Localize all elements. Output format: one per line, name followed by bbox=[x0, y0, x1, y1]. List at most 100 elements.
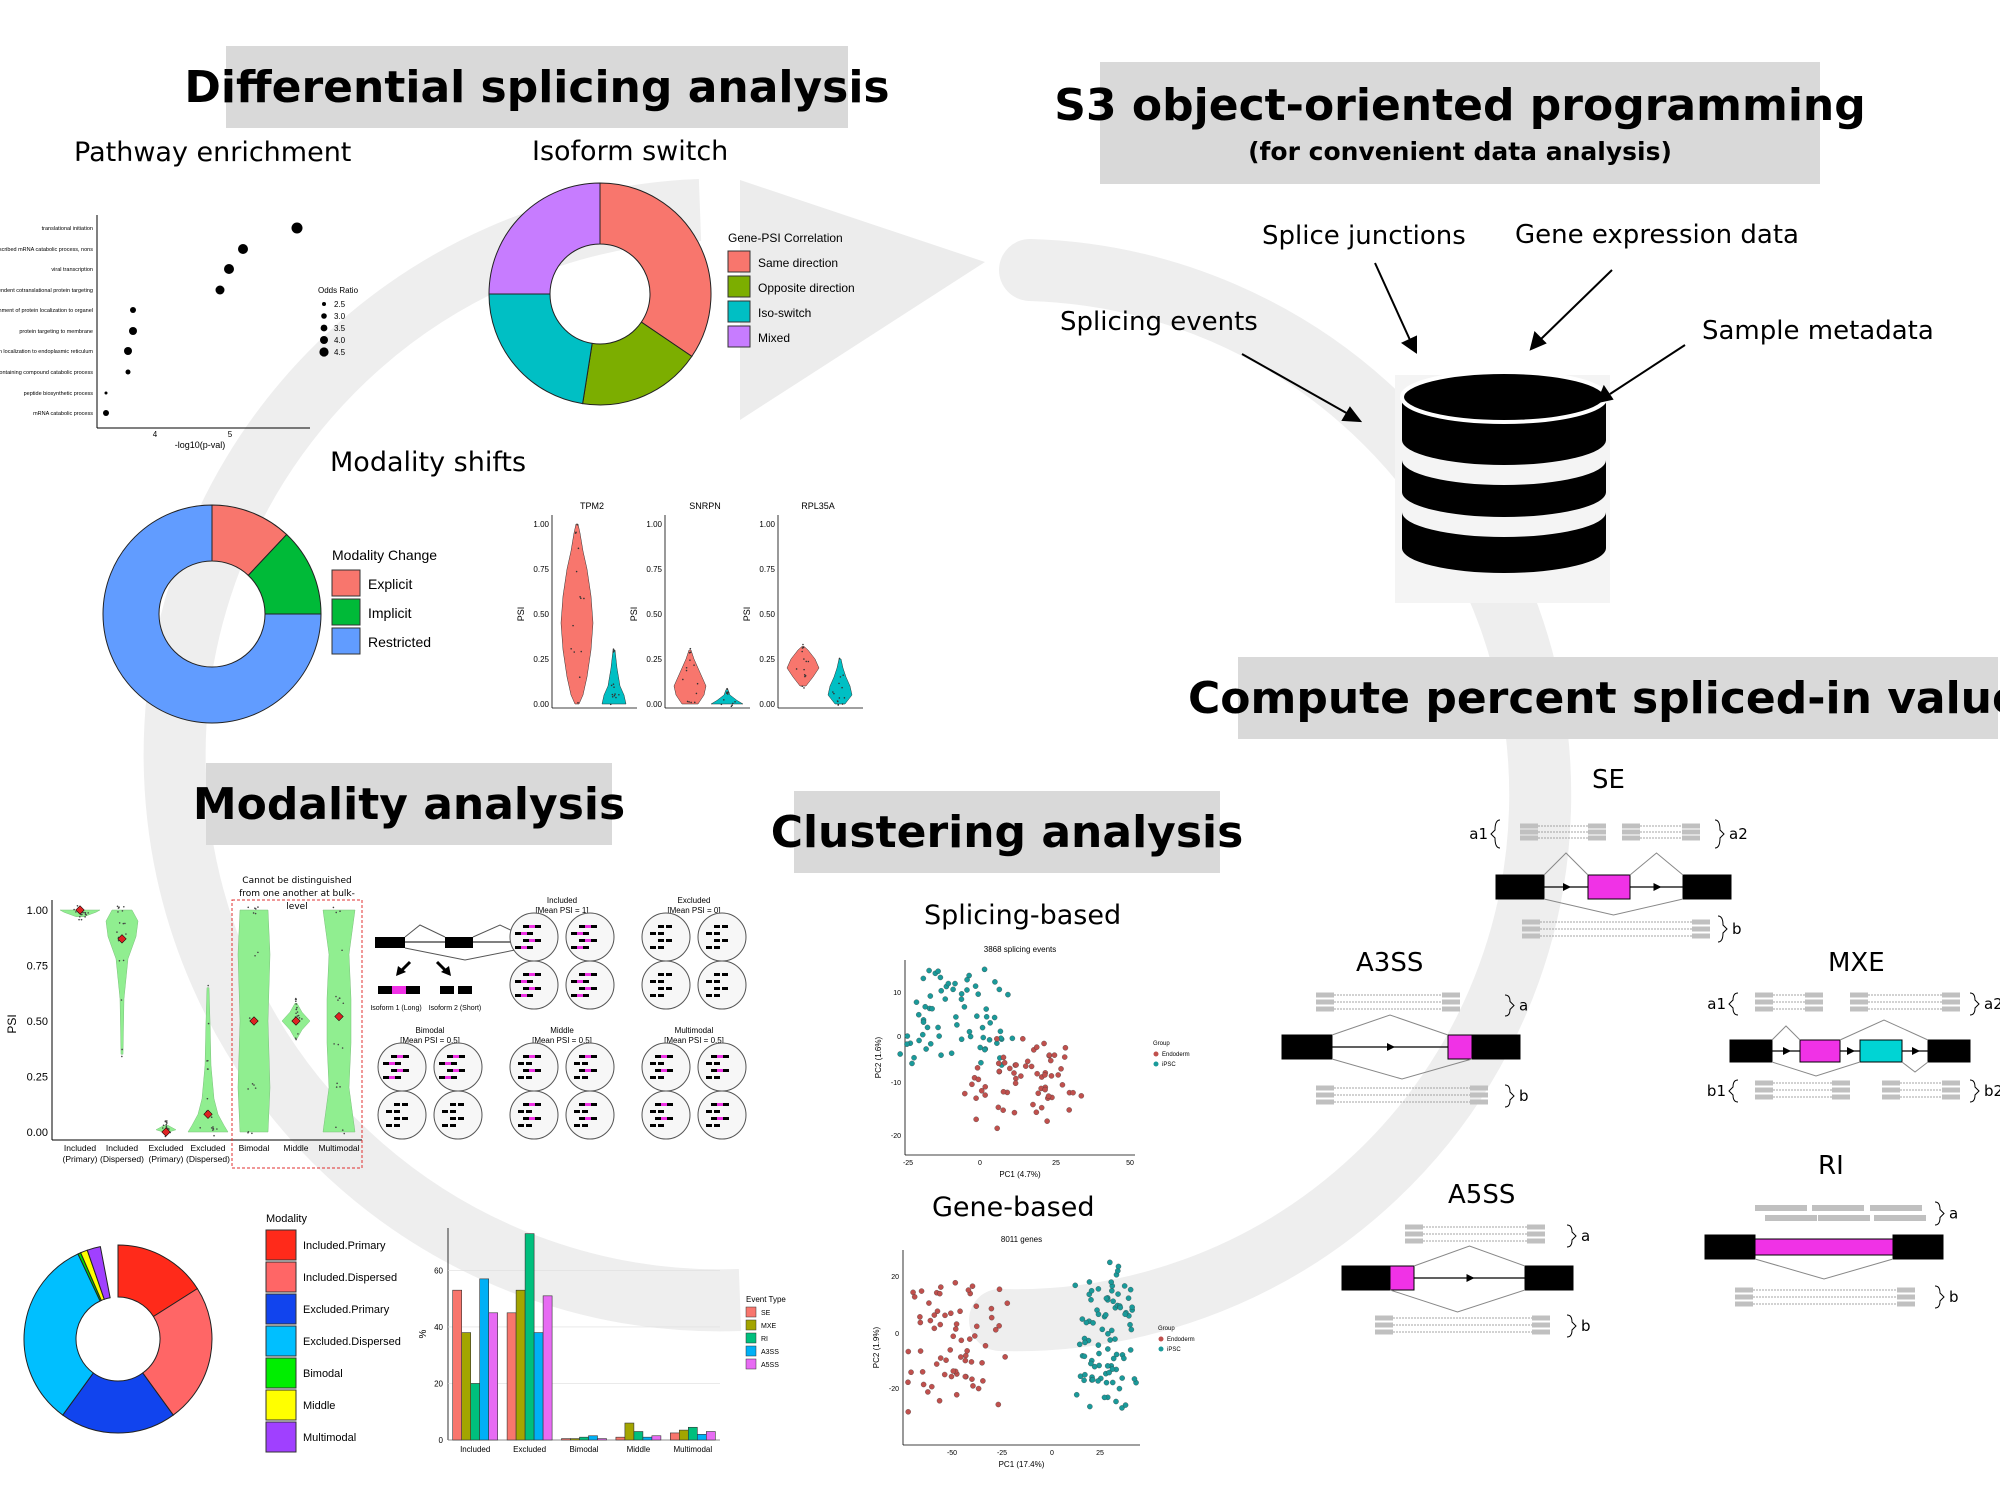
isoform-short-mark bbox=[650, 1124, 656, 1127]
pca-legend-dot bbox=[1158, 1336, 1164, 1342]
pca-point bbox=[897, 1051, 903, 1057]
isoform-short-mark bbox=[714, 946, 720, 949]
bar-legend-swatch bbox=[745, 1345, 757, 1357]
junction-arc bbox=[1413, 1245, 1526, 1267]
size-legend-label: 4.0 bbox=[334, 336, 346, 345]
isoform-long-mark bbox=[571, 932, 577, 935]
isoform-short-mark bbox=[658, 973, 664, 976]
isoform-long-mark bbox=[521, 994, 527, 997]
gene-violin-point bbox=[688, 652, 691, 654]
pca-xlabel: PC1 (17.4%) bbox=[999, 1460, 1045, 1469]
pca-point bbox=[979, 1360, 985, 1366]
modality-violin-point bbox=[295, 1008, 298, 1011]
isoform-long-mark bbox=[521, 946, 527, 949]
gene-violin-ytick: 0.75 bbox=[533, 565, 549, 574]
pca-point bbox=[974, 1065, 981, 1071]
isoform-short-mark bbox=[706, 1062, 712, 1065]
gene-violin-point bbox=[801, 685, 804, 688]
gene-violin-point bbox=[801, 650, 803, 653]
isoform-short-mark bbox=[450, 1117, 456, 1120]
pca-point bbox=[952, 1280, 959, 1286]
event-title-se: SE bbox=[1592, 765, 1625, 795]
pca-group-title: Group bbox=[1153, 1041, 1170, 1047]
modality-violin-point bbox=[87, 912, 89, 914]
pca-point bbox=[1046, 1052, 1053, 1058]
pca-point bbox=[1048, 1057, 1054, 1064]
pca-point bbox=[973, 1095, 979, 1101]
gene-violin-point bbox=[685, 669, 688, 672]
gene-violin-point bbox=[838, 682, 840, 685]
read-segment bbox=[1755, 1006, 1773, 1012]
modality-violin-point bbox=[295, 997, 297, 1000]
bar-category-label: Bimodal bbox=[570, 1445, 599, 1454]
isoform-long-mark bbox=[717, 1117, 723, 1120]
isoform-long-mark bbox=[655, 1069, 661, 1072]
isoform-short-mark bbox=[714, 987, 720, 990]
gene-based-title: Gene-based bbox=[932, 1192, 1095, 1223]
isoform-short-mark bbox=[650, 1076, 656, 1079]
pathway-xtick: 4 bbox=[153, 430, 158, 439]
pca-point bbox=[1112, 1336, 1118, 1342]
pca-point bbox=[1122, 1311, 1128, 1317]
isoform-long-mark bbox=[579, 1069, 585, 1072]
gene-violin-point bbox=[615, 696, 617, 699]
pca-point bbox=[942, 996, 949, 1002]
read-group-label: b bbox=[1732, 920, 1742, 938]
isoform-long-mark bbox=[529, 939, 535, 942]
isoform-long-mark bbox=[527, 946, 533, 949]
bar bbox=[579, 1436, 589, 1441]
pca-point bbox=[1061, 1054, 1068, 1060]
pca-point bbox=[977, 1044, 983, 1051]
read-segment bbox=[1316, 1006, 1334, 1012]
pca-xtick: -25 bbox=[997, 1450, 1007, 1457]
header-s3: S3 object-oriented programming (for conv… bbox=[1054, 62, 1866, 184]
modality-violin-point bbox=[254, 1087, 257, 1089]
pca-point bbox=[980, 1378, 986, 1384]
isoform-long-mark bbox=[397, 1055, 403, 1058]
isoform-long-mark bbox=[723, 1103, 729, 1106]
direction-arrow bbox=[1847, 1047, 1855, 1055]
modality-mean-marker bbox=[117, 934, 127, 944]
junction-arc bbox=[1754, 1258, 1894, 1280]
gene-violin-point bbox=[720, 703, 723, 706]
modality-change-legend-title: Modality Change bbox=[332, 547, 437, 563]
read-segment bbox=[1375, 1322, 1393, 1328]
read-segment bbox=[1850, 992, 1868, 998]
pca-point bbox=[1127, 1321, 1133, 1328]
modality-violin-point bbox=[84, 916, 86, 918]
pca-point bbox=[929, 1005, 935, 1012]
pathway-term-label: nuclear-transcribed mRNA catabolic proce… bbox=[0, 247, 93, 253]
modality-mean-marker bbox=[203, 1109, 213, 1119]
schematic-cell bbox=[509, 1090, 559, 1140]
s3-subtitle: (for convenient data analysis) bbox=[1248, 137, 1672, 166]
read-segment bbox=[1520, 835, 1538, 841]
pca-point bbox=[1038, 1104, 1045, 1111]
pca-point bbox=[964, 1348, 970, 1354]
modality-category-label: (Dispersed) bbox=[186, 1154, 230, 1164]
modality-violin-point bbox=[166, 1122, 168, 1124]
pca-point bbox=[968, 1359, 975, 1365]
isoform-long-mark bbox=[395, 1062, 401, 1065]
bar bbox=[597, 1438, 607, 1441]
pca-point bbox=[996, 1286, 1003, 1293]
schematic-cell bbox=[565, 1090, 615, 1140]
bar-legend-label: SE bbox=[761, 1310, 771, 1317]
bar bbox=[687, 1426, 698, 1441]
gene-violin-point bbox=[572, 624, 574, 627]
modality-category-label: Multimodal bbox=[318, 1143, 359, 1153]
pca-point bbox=[1035, 1090, 1041, 1097]
isoform-long-mark bbox=[583, 980, 589, 983]
modality-legend-swatch bbox=[265, 1421, 297, 1453]
gene-violin-point bbox=[611, 695, 614, 698]
pca-point bbox=[943, 1357, 949, 1363]
header-differential-splicing: Differential splicing analysis bbox=[184, 46, 890, 128]
isoform-long-mark bbox=[577, 980, 583, 983]
pca-point bbox=[962, 1090, 968, 1097]
modality-ytick: 1.00 bbox=[27, 905, 48, 917]
pca-xlabel: PC1 (4.7%) bbox=[999, 1170, 1041, 1179]
gene-violin-point bbox=[579, 596, 581, 598]
pca-point bbox=[948, 1373, 955, 1380]
isoform-long-mark bbox=[583, 946, 589, 949]
read-segment bbox=[1375, 1329, 1393, 1335]
modality-violin-point bbox=[296, 1011, 299, 1013]
